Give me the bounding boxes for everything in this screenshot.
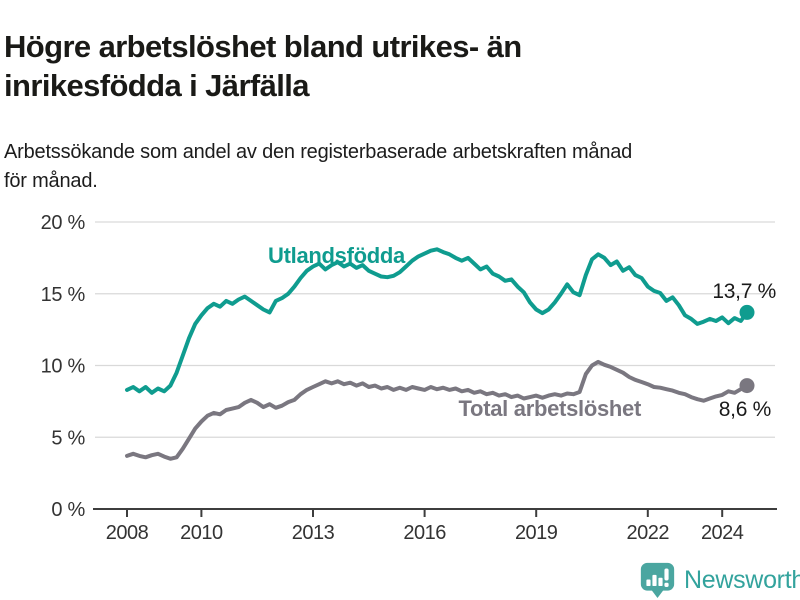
y-tick-label: 20 %	[41, 212, 86, 234]
y-tick-label: 10 %	[41, 356, 86, 378]
brand-footer: Newsworthy	[639, 561, 800, 599]
series-label-total-arbetsl-shet: Total arbetslöshet	[459, 396, 642, 421]
x-tick-label: 2010	[180, 522, 223, 544]
end-value-label-utlandsf-dda: 13,7 %	[712, 280, 776, 303]
series-line-total-arbetsl-shet	[125, 359, 749, 461]
series-label-utlandsf-dda: Utlandsfödda	[268, 243, 406, 268]
y-tick-label: 5 %	[51, 427, 85, 449]
y-tick-label: 0 %	[51, 499, 85, 521]
x-tick-label: 2019	[515, 522, 558, 544]
x-tick-label: 2022	[627, 522, 670, 544]
page-title: Högre arbetslöshet bland utrikes- än inr…	[4, 28, 522, 104]
x-tick-label: 2008	[106, 522, 149, 544]
series-end-dot-utlandsf-dda	[739, 304, 755, 320]
brand-name: Newsworthy	[684, 565, 800, 594]
end-value-label-total-arbetsl-shet: 8,6 %	[719, 398, 771, 421]
x-tick-label: 2013	[292, 522, 335, 544]
series-end-dot-total-arbetsl-shet	[739, 378, 755, 394]
newsworthy-logo-icon	[640, 562, 675, 599]
x-tick-label: 2024	[701, 522, 744, 544]
y-tick-label: 15 %	[41, 284, 86, 306]
x-tick-label: 2016	[403, 522, 446, 544]
page-subtitle: Arbetssökande som andel av den registerb…	[4, 141, 633, 192]
series-line-utlandsf-dda	[125, 247, 749, 395]
